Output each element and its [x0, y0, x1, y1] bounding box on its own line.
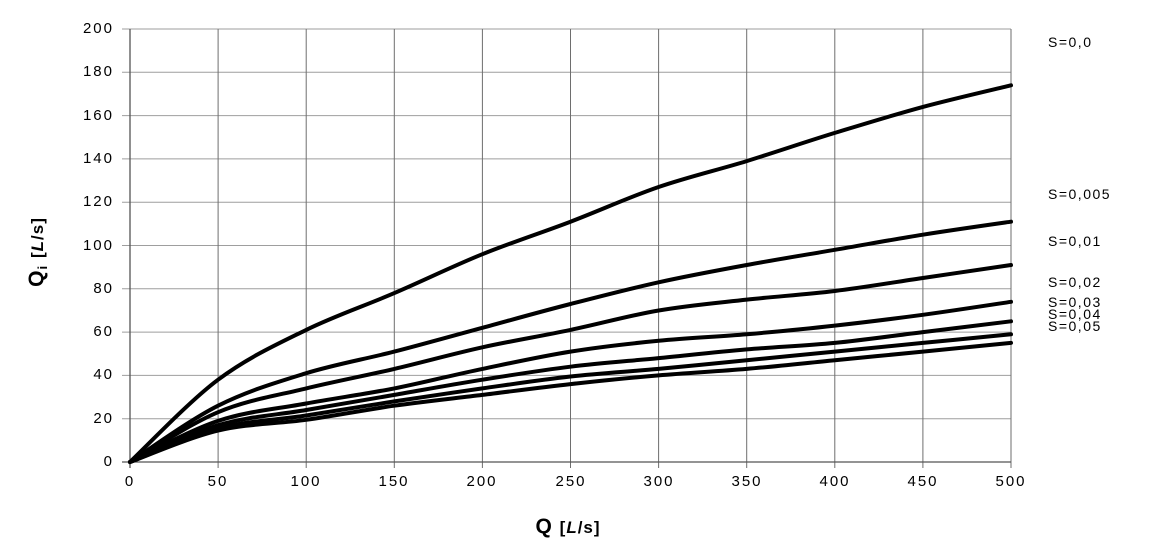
series-label-1: S=0,005: [1048, 186, 1112, 202]
curve-2: [128, 263, 1013, 464]
x-axis-symbol: Q: [535, 515, 553, 538]
curve-1: [128, 219, 1013, 464]
series-label-5: S=0,04: [1048, 306, 1102, 322]
axes: [122, 29, 1011, 468]
y-tick-label: 160: [82, 107, 114, 124]
curve-4: [128, 319, 1013, 464]
y-axis-unit-open: [: [28, 251, 47, 259]
y-tick-label: 200: [82, 20, 114, 37]
y-axis-unit-close: /s]: [28, 217, 47, 240]
x-tick-label: 500: [995, 473, 1027, 490]
y-tick-label: 0: [103, 453, 114, 470]
y-tick-label: 100: [82, 237, 114, 254]
y-tick-label: 80: [93, 280, 114, 297]
vertical-gridlines: [217, 29, 1012, 468]
x-tick-label: 350: [731, 473, 763, 490]
curve-6: [128, 340, 1013, 464]
y-tick-label: 140: [82, 150, 114, 167]
x-tick-label: 300: [643, 473, 675, 490]
y-tick-label: 120: [82, 193, 114, 210]
x-tick-label: 250: [555, 473, 587, 490]
y-axis-unit-letter: L: [28, 239, 47, 252]
y-tick-label: 60: [93, 323, 114, 340]
horizontal-gridlines: [122, 28, 1011, 420]
x-tick-label: 400: [819, 473, 851, 490]
x-axis-unit-letter: L: [566, 518, 578, 537]
x-tick-label: 0: [124, 473, 136, 490]
y-tick-label: 180: [82, 63, 114, 80]
curve-5: [128, 332, 1013, 464]
curve-0: [128, 83, 1013, 464]
x-tick-label: 50: [207, 473, 229, 490]
series-label-4: S=0,03: [1048, 294, 1102, 310]
series-label-0: S=0,0: [1048, 34, 1093, 50]
y-axis-symbol: Q: [25, 269, 48, 287]
x-tick-label: 200: [466, 473, 498, 490]
x-axis-unit-close: /s]: [577, 518, 601, 537]
curves: [128, 83, 1013, 464]
y-tick-label: 40: [93, 366, 114, 383]
series-label-3: S=0,02: [1048, 274, 1102, 290]
x-tick-label: 150: [378, 473, 410, 490]
x-tick-label: 450: [907, 473, 939, 490]
y-axis-title: Qi [L/s]: [24, 172, 50, 332]
x-axis-title: Q [L/s]: [468, 514, 668, 540]
series-label-6: S=0,05: [1048, 318, 1102, 334]
x-axis-unit-open: [: [559, 518, 567, 537]
curve-3: [128, 299, 1013, 464]
x-tick-label: 100: [290, 473, 322, 490]
series-label-2: S=0,01: [1048, 233, 1102, 249]
y-axis-subscript: i: [35, 264, 50, 270]
y-tick-label: 20: [93, 410, 114, 427]
